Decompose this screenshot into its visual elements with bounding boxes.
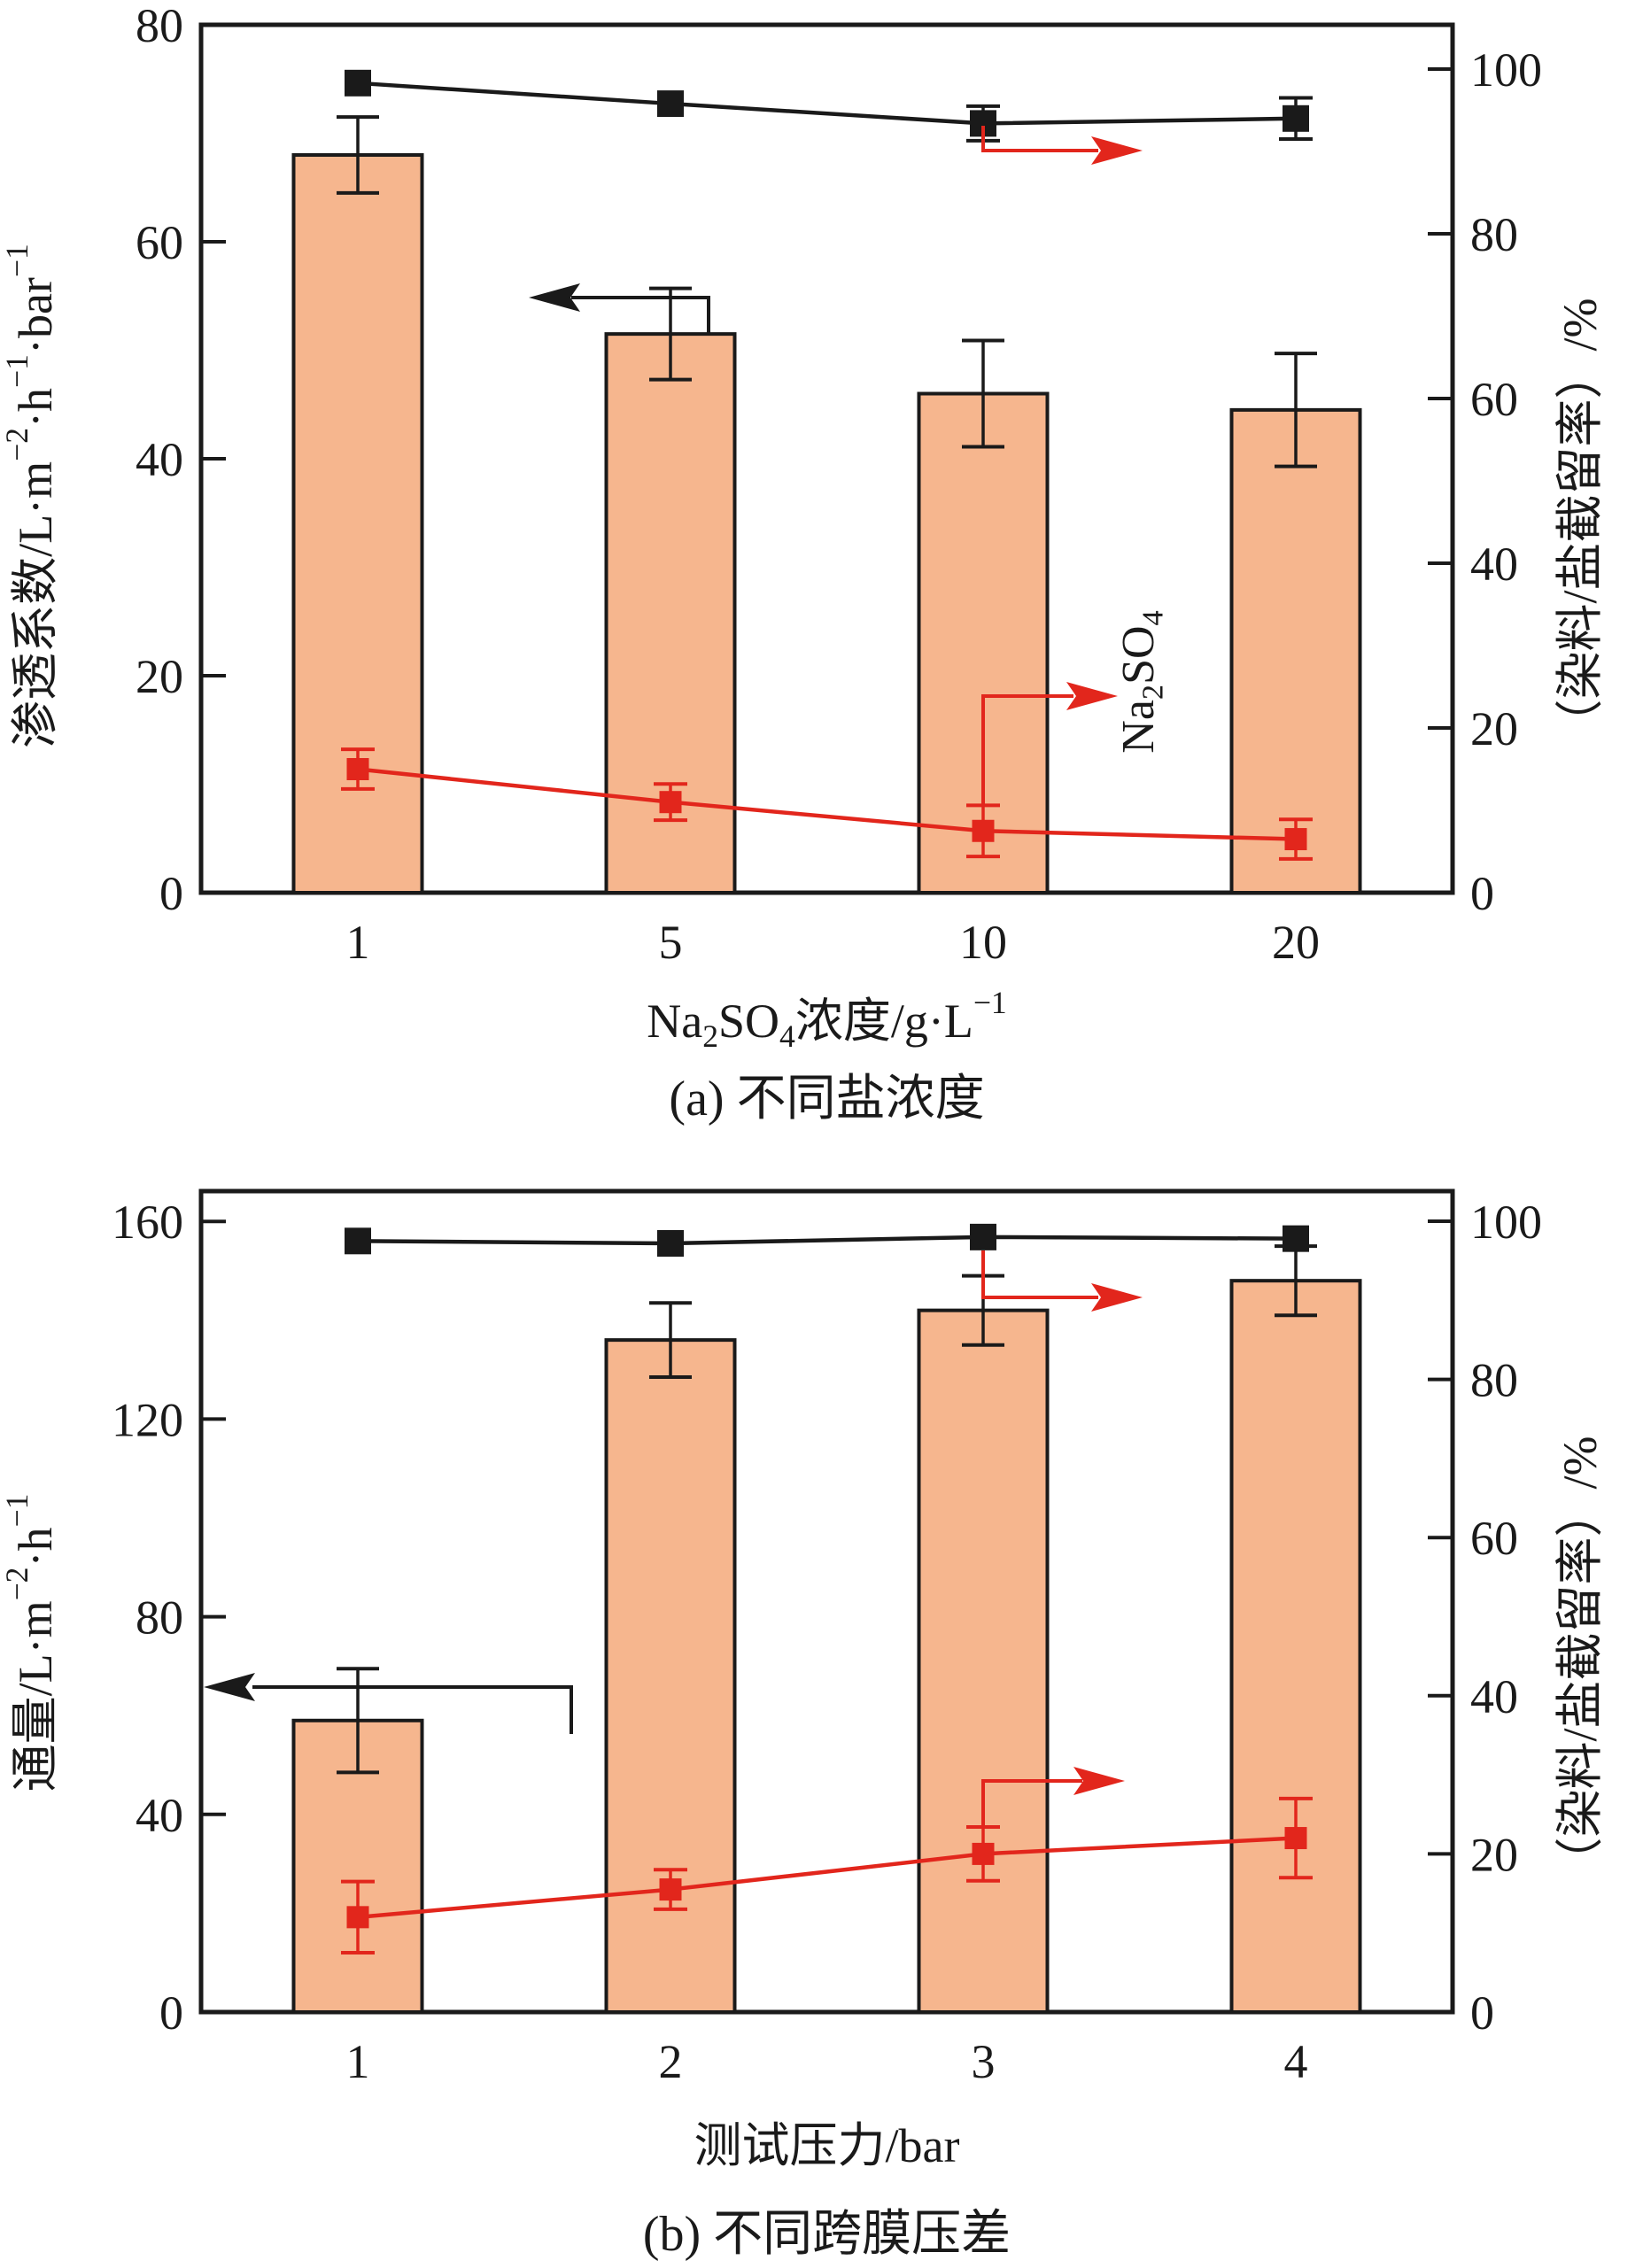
salt-rejection-arrow [981,1767,1125,1826]
x-tick-label: 5 [659,916,683,969]
left-axis-arrow [204,1673,573,1734]
left-tick-label: 120 [112,1393,183,1446]
left-tick-label: 160 [112,1196,183,1249]
series-marker [659,1878,682,1901]
series-marker [1283,104,1309,132]
series-marker [972,819,995,842]
right-tick-label: 60 [1470,1512,1518,1565]
left-axis-arrow-head [529,283,580,312]
left-tick-label: 80 [136,1591,183,1645]
right-axis: 0 20 40 60 80 100 [1428,43,1542,920]
x-tick-label: 20 [1272,916,1320,969]
bars [291,115,1362,894]
right-tick-label: 60 [1470,373,1518,426]
series-marker [657,90,684,118]
series-marker [345,1227,371,1255]
right-tick-label: 100 [1470,43,1542,97]
x-tick-label: 3 [972,2035,996,2088]
right-tick-label: 80 [1470,1354,1518,1407]
salt-rejection-arrow-head [1066,682,1118,710]
series-marker [345,69,371,97]
panel-caption: (b) 不同跨膜压差 [643,2207,1011,2262]
na2so4-annotation-label: Na2SO4 [1113,610,1169,753]
bars [291,1244,1362,2015]
dye-rejection-arrow-head [1091,1283,1143,1312]
left-axis-arrow [529,283,710,335]
x-tick-label: 10 [959,916,1007,969]
x-tick-label: 4 [1284,2035,1308,2088]
right-tick-label: 100 [1470,1196,1542,1249]
panel-b: 0 40 80 120 160 0 20 40 60 80 100 1 2 3 4 测试压力/bar (b) 不… [0,1188,1607,2262]
salt-rejection-arrow [981,682,1118,805]
series-marker [1284,1827,1307,1850]
salt-rejection-arrow-line [981,1779,1082,1826]
left-tick-label: 40 [136,433,183,486]
series-line [357,1235,1297,1246]
right-axis-title: （染料/盐截留率）/% [1554,1436,1607,1885]
x-axis: 1 2 3 4 [346,2035,1308,2088]
x-axis-title: 测试压力/bar [694,2119,960,2172]
series-marker [1284,828,1307,851]
dye-rejection-arrow-line [981,1250,1098,1299]
bar [917,1308,1050,2014]
right-tick-label: 40 [1470,1670,1518,1723]
left-tick-label: 60 [136,216,183,269]
right-axis-title: （染料/盐截留率）/% [1554,298,1607,747]
left-tick-label: 0 [159,1986,183,2040]
series-marker [972,1842,995,1865]
x-tick-label: 1 [346,916,370,969]
x-tick-label: 1 [346,2035,370,2088]
right-tick-label: 20 [1470,702,1518,755]
right-tick-label: 40 [1470,538,1518,591]
right-tick-label: 20 [1470,1828,1518,1881]
series-line [357,81,1297,126]
left-axis-arrow-line [571,296,710,335]
right-axis: 0 20 40 60 80 100 [1428,1196,1542,2040]
dye-rejection-series [345,1223,1309,1258]
left-axis: 0 20 40 60 80 [136,0,226,920]
series-marker [346,1906,369,1929]
bar [1229,1279,1362,2015]
left-tick-label: 20 [136,650,183,703]
series-marker [657,1230,684,1258]
right-tick-label: 0 [1470,1986,1494,2040]
left-axis: 0 40 80 120 160 [112,1196,226,2040]
series-marker [970,1223,996,1250]
bar [1229,407,1362,894]
left-tick-label: 80 [136,0,183,52]
series-marker [346,758,369,780]
dye-rejection-arrow [981,1250,1143,1312]
left-axis-arrow-line [252,1685,573,1734]
series-marker [1283,1225,1309,1252]
series-line [357,1836,1297,1920]
x-axis: 1 5 10 20 [346,916,1321,969]
x-tick-label: 2 [659,2035,683,2088]
salt-rejection-arrow-head [1073,1767,1125,1795]
salt-rejection-series [341,747,1313,861]
dye-rejection-series [345,69,1313,143]
series-line [357,767,1297,841]
plot-frame [198,1188,1455,2015]
panel-caption: (a) 不同盐浓度 [669,1072,984,1126]
panel-a: 0 20 40 60 80 0 20 40 60 80 100 1 5 10 20 Na2SO4 Na2SO4浓… [0,0,1607,1126]
dye-rejection-arrow-head [1091,136,1143,165]
right-tick-label: 80 [1470,208,1518,261]
left-axis-title: 通量/L·m−2·h−1 [0,1494,62,1792]
dye-rejection-arrow [981,126,1143,165]
salt-rejection-arrow-line [981,694,1073,805]
left-axis-title: 渗透系数/L·m−2·h−1·bar−1 [0,244,62,748]
left-tick-label: 40 [136,1789,183,1842]
series-marker [659,791,682,814]
right-tick-label: 0 [1470,867,1494,920]
bar [604,1338,737,2014]
left-axis-arrow-head [204,1673,255,1701]
dye-rejection-arrow-line [981,126,1098,152]
x-axis-title: Na2SO4浓度/g·L−1 [647,985,1007,1054]
salt-rejection-series [341,1796,1313,1955]
left-tick-label: 0 [159,867,183,920]
